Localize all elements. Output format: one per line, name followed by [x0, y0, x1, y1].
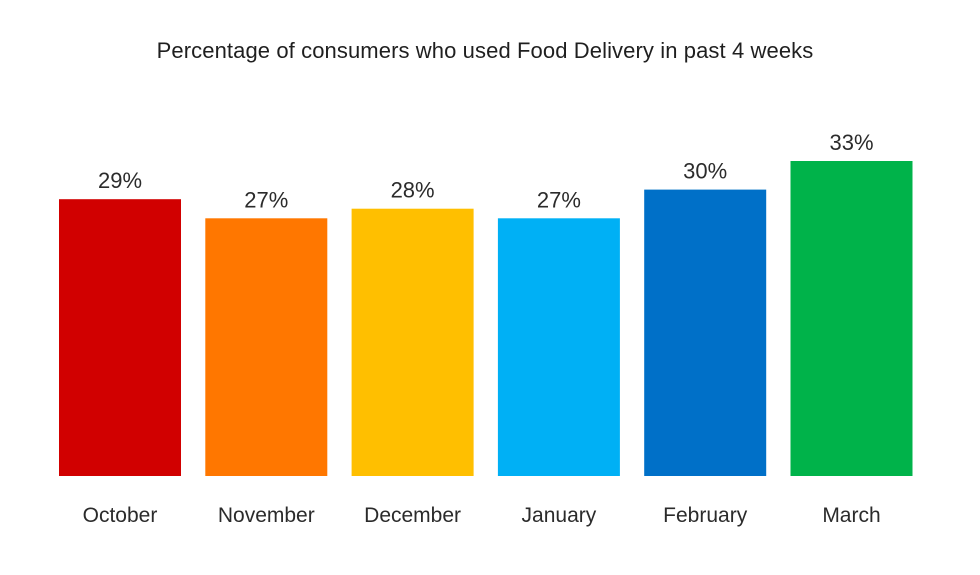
- value-label-march: 33%: [829, 130, 873, 155]
- chart-title: Percentage of consumers who used Food De…: [156, 38, 814, 63]
- value-label-january: 27%: [537, 187, 581, 212]
- bar-november: [205, 218, 328, 477]
- bar-october: [59, 199, 181, 476]
- bars-group: [59, 161, 913, 477]
- category-label-january: January: [522, 504, 597, 527]
- bar-march: [790, 161, 913, 476]
- bar-january: [497, 218, 620, 477]
- category-label-february: February: [663, 504, 748, 527]
- category-labels-group: October November December January February Ma…: [83, 504, 881, 527]
- bar-december: [351, 208, 474, 476]
- category-label-december: December: [364, 504, 461, 527]
- value-label-december: 28%: [391, 178, 435, 203]
- category-label-october: October: [83, 504, 158, 527]
- value-label-february: 30%: [683, 159, 727, 184]
- category-label-november: November: [218, 504, 315, 527]
- value-label-october: 29%: [98, 168, 142, 193]
- bar-february: [644, 189, 767, 476]
- value-label-november: 27%: [244, 187, 288, 212]
- category-label-march: March: [822, 504, 880, 527]
- value-labels-group: 29% 27% 28% 27% 30% 33%: [98, 130, 874, 212]
